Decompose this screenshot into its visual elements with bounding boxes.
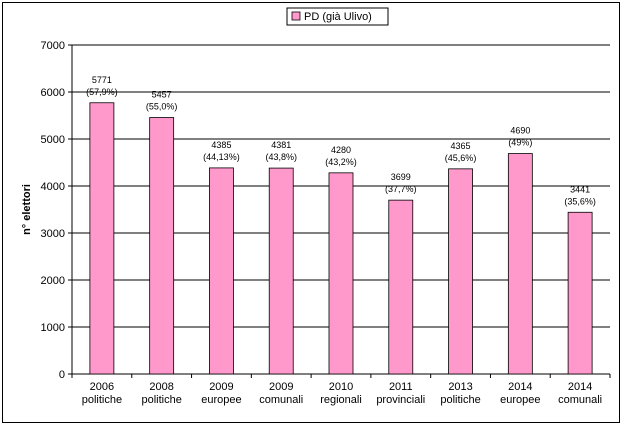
x-tick-label: politiche <box>141 394 181 406</box>
y-tick-label: 1000 <box>41 322 65 334</box>
x-tick-label: politiche <box>82 394 122 406</box>
x-tick-label: 2013 <box>448 381 472 393</box>
x-tick-label: 2009 <box>209 381 233 393</box>
x-tick-label: comunali <box>558 394 602 406</box>
x-tick-label: comunali <box>259 394 303 406</box>
bar <box>328 172 354 375</box>
y-tick-label: 6000 <box>41 87 65 99</box>
bar <box>388 199 414 375</box>
data-label-percent: (49%) <box>508 138 532 148</box>
y-tick-label: 2000 <box>41 275 65 287</box>
data-label-percent: (37,7%) <box>385 184 417 194</box>
data-label-percent: (55,0%) <box>146 102 178 112</box>
bar <box>507 153 533 375</box>
bar <box>268 167 294 375</box>
x-tick-label: 2011 <box>389 381 413 393</box>
data-label-value: 4381 <box>271 140 291 150</box>
x-tick-label: 2006 <box>90 381 114 393</box>
bar <box>567 211 593 375</box>
y-tick-label: 0 <box>59 369 65 381</box>
x-tick-label: regionali <box>320 394 362 406</box>
data-label-percent: (44,13%) <box>203 152 240 162</box>
bar <box>209 167 234 375</box>
bar <box>89 102 115 375</box>
x-tick-label: 2009 <box>269 381 293 393</box>
x-tick-label: 2008 <box>149 381 173 393</box>
x-tick-label: politiche <box>440 394 480 406</box>
data-label-percent: (45,6%) <box>445 153 477 163</box>
data-label-value: 3699 <box>391 172 411 182</box>
y-tick-label: 4000 <box>41 181 65 193</box>
y-tick-label: 7000 <box>41 40 65 52</box>
bar <box>149 117 175 375</box>
x-tick-label: europee <box>500 394 540 406</box>
data-label-value: 5771 <box>92 75 112 85</box>
data-label-percent: (57,9%) <box>86 87 118 97</box>
legend-box <box>286 7 389 26</box>
x-tick-label: 2014 <box>568 381 592 393</box>
data-label-percent: (43,2%) <box>325 157 357 167</box>
data-label-percent: (43,8%) <box>265 152 297 162</box>
x-tick-label: 2010 <box>329 381 353 393</box>
data-label-value: 4385 <box>211 140 231 150</box>
data-label-value: 4365 <box>451 141 471 151</box>
x-tick-label: 2014 <box>508 381 532 393</box>
y-axis-title: n° elettori <box>21 184 33 235</box>
bar <box>448 168 473 375</box>
data-label-value: 5457 <box>152 90 172 100</box>
legend: PD (già Ulivo) <box>286 7 389 26</box>
data-label-percent: (35,6%) <box>564 196 596 206</box>
data-label-value: 3441 <box>570 184 590 194</box>
x-tick-label: europee <box>201 394 241 406</box>
data-label-value: 4690 <box>510 126 530 136</box>
y-tick-label: 5000 <box>41 134 65 146</box>
legend-label: PD (già Ulivo) <box>304 11 372 23</box>
legend-swatch <box>291 11 301 21</box>
data-label-value: 4280 <box>331 145 351 155</box>
y-tick-label: 3000 <box>41 228 65 240</box>
x-tick-label: provinciali <box>376 394 425 406</box>
